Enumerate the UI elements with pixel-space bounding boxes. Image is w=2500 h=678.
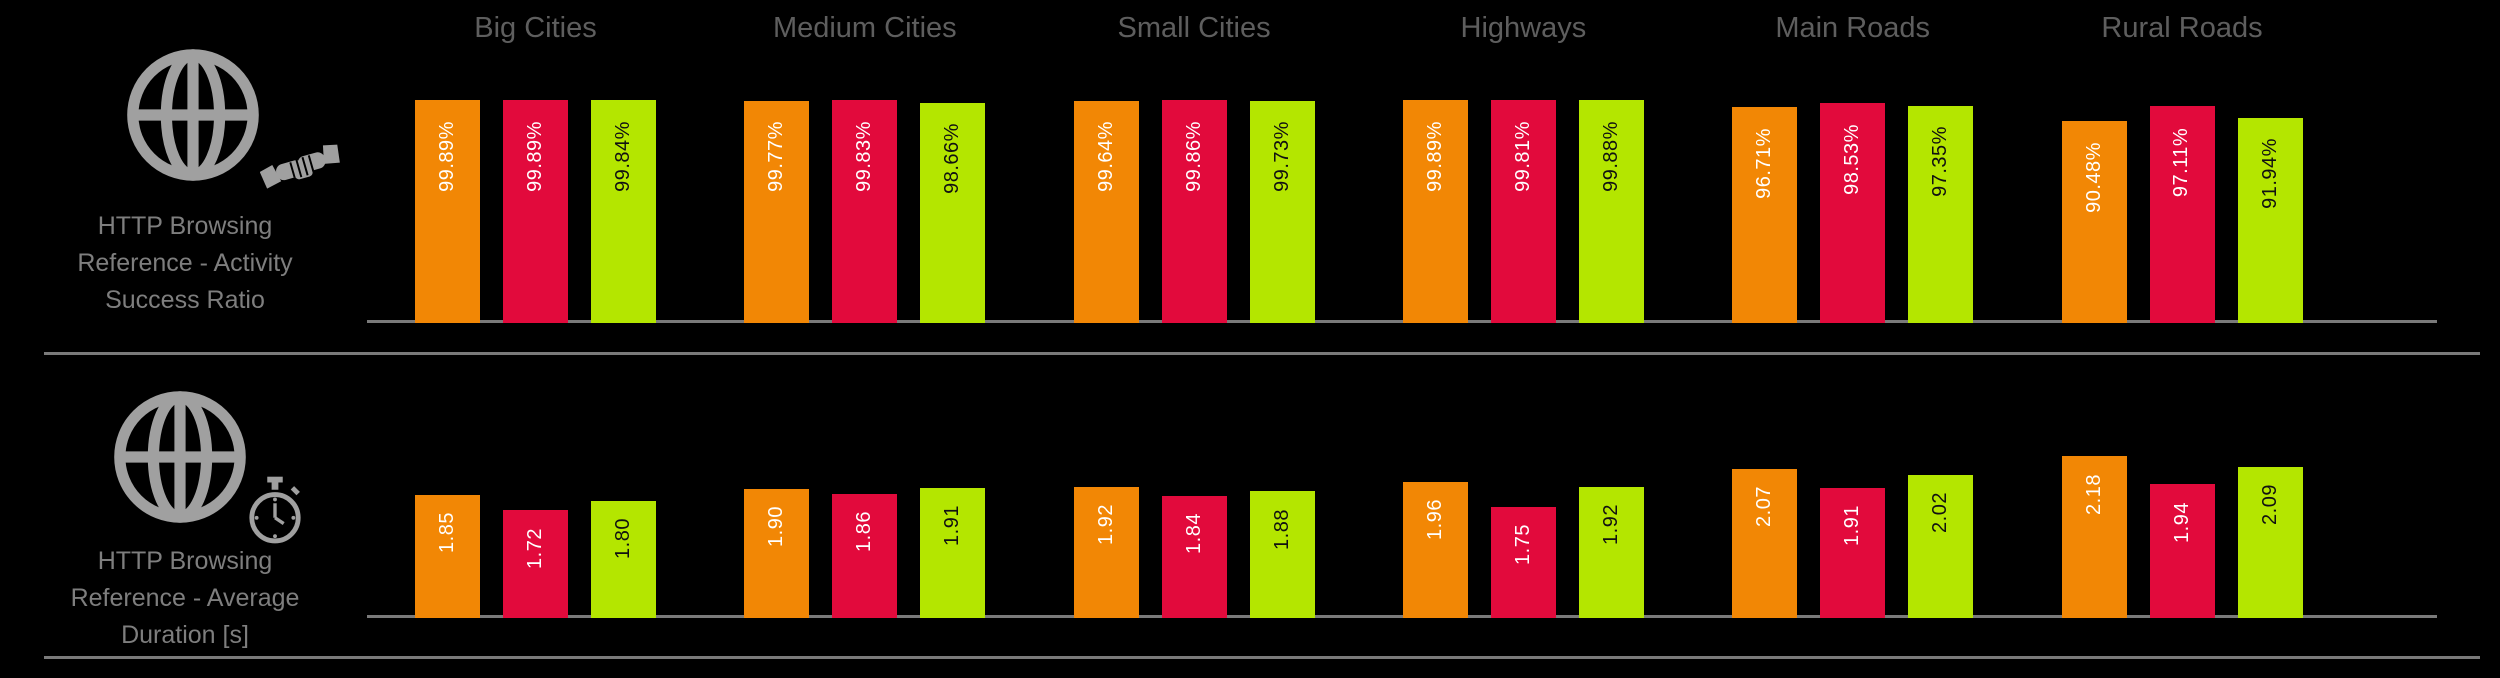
bar-big-cities-red: 99.89% [503, 100, 568, 323]
bar-rural-roads-orange: 2.18 [2061, 456, 2127, 618]
globe-icon [114, 391, 246, 523]
metric-label-line: Duration [s] [121, 621, 249, 649]
bar-value-label: 1.92 [1094, 504, 1117, 546]
bar-rural-roads-red: 1.94 [2149, 484, 2215, 618]
category-title-main-roads: Main Roads [1775, 12, 1931, 44]
bar-small-cities-green: 1.88 [1249, 491, 1315, 618]
bar-value-label: 1.94 [2170, 501, 2193, 543]
bar-value-label: 2.18 [2082, 473, 2105, 515]
metric-label-line: HTTP Browsing [97, 212, 273, 240]
bar-value-label: 1.92 [1599, 504, 1622, 546]
metric-label-line: Success Ratio [105, 286, 265, 314]
row-divider [44, 352, 2480, 355]
bar-big-cities-red: 1.72 [503, 510, 568, 618]
bar-main-roads-green: 2.02 [1908, 474, 1974, 618]
bar-value-label: 1.85 [436, 512, 458, 554]
bar-value-label: 1.91 [1841, 505, 1864, 547]
bar-highways-red: 99.81% [1490, 100, 1556, 323]
bottom-divider [44, 656, 2480, 659]
bar-medium-cities-orange: 99.77% [744, 100, 810, 323]
category-title-medium-cities: Medium Cities [772, 12, 957, 44]
bar-value-label: 1.84 [1182, 513, 1205, 555]
stopwatch-icon [249, 476, 301, 544]
bar-big-cities-green: 1.80 [591, 500, 656, 618]
category-title-small-cities: Small Cities [1117, 12, 1271, 44]
axis-baseline-top-row [367, 320, 2437, 323]
bar-main-roads-orange: 2.07 [1732, 468, 1798, 618]
bar-main-roads-green: 97.35% [1908, 105, 1974, 323]
bar-big-cities-orange: 99.89% [415, 100, 480, 323]
bar-value-label: 1.86 [853, 511, 876, 553]
axis-baseline-bottom-row [367, 615, 2437, 618]
category-title-rural-roads: Rural Roads [2101, 12, 2263, 44]
bar-medium-cities-red: 99.83% [832, 100, 898, 323]
bar-value-label: 1.96 [1423, 499, 1446, 541]
bar-highways-red: 1.75 [1490, 506, 1556, 618]
bar-highways-orange: 99.89% [1402, 100, 1468, 323]
bar-big-cities-orange: 1.85 [415, 494, 480, 618]
bar-rural-roads-green: 91.94% [2237, 117, 2303, 323]
bar-small-cities-red: 1.84 [1161, 495, 1227, 618]
bar-medium-cities-red: 1.86 [832, 493, 898, 618]
bar-rural-roads-green: 2.09 [2237, 466, 2303, 618]
bar-small-cities-red: 99.86% [1161, 100, 1227, 323]
globe-icon [127, 49, 259, 181]
bar-value-label: 2.07 [1753, 486, 1776, 528]
bar-value-label: 2.02 [1929, 492, 1952, 534]
handshake-icon [260, 144, 340, 189]
bar-value-label: 1.75 [1511, 524, 1534, 565]
metric-label-line: HTTP Browsing [97, 547, 273, 575]
bar-main-roads-orange: 96.71% [1732, 107, 1798, 323]
bar-main-roads-red: 1.91 [1820, 487, 1886, 618]
bar-small-cities-green: 99.73% [1249, 100, 1315, 323]
bar-value-label: 1.91 [941, 505, 964, 547]
metric-label-avg-duration: HTTP Browsing Reference - Average Durati… [25, 543, 345, 654]
bar-value-label: 1.72 [524, 527, 546, 569]
bar-highways-green: 1.92 [1578, 486, 1644, 618]
bar-rural-roads-red: 97.11% [2149, 106, 2215, 323]
bar-highways-green: 99.88% [1578, 100, 1644, 323]
category-title-highways: Highways [1460, 12, 1587, 44]
bar-main-roads-red: 98.53% [1820, 103, 1886, 323]
bar-small-cities-orange: 1.92 [1073, 486, 1139, 618]
bar-small-cities-orange: 99.64% [1073, 100, 1139, 323]
bar-value-label: 1.90 [765, 506, 788, 548]
metric-label-line: Reference - Average [70, 584, 300, 612]
metric-label-success-ratio: HTTP Browsing Reference - Activity Succe… [25, 208, 345, 319]
bar-value-label: 2.09 [2258, 484, 2281, 526]
bar-medium-cities-orange: 1.90 [744, 488, 810, 618]
bar-medium-cities-green: 98.66% [920, 102, 986, 323]
bar-big-cities-green: 99.84% [591, 100, 656, 323]
bar-value-label: 1.88 [1270, 508, 1293, 550]
metric-label-line: Reference - Activity [77, 249, 293, 277]
bar-highways-orange: 1.96 [1402, 481, 1468, 618]
category-title-big-cities: Big Cities [474, 12, 597, 44]
bar-value-label: 1.80 [612, 518, 634, 560]
bar-rural-roads-orange: 90.48% [2061, 121, 2127, 323]
bar-medium-cities-green: 1.91 [920, 487, 986, 618]
